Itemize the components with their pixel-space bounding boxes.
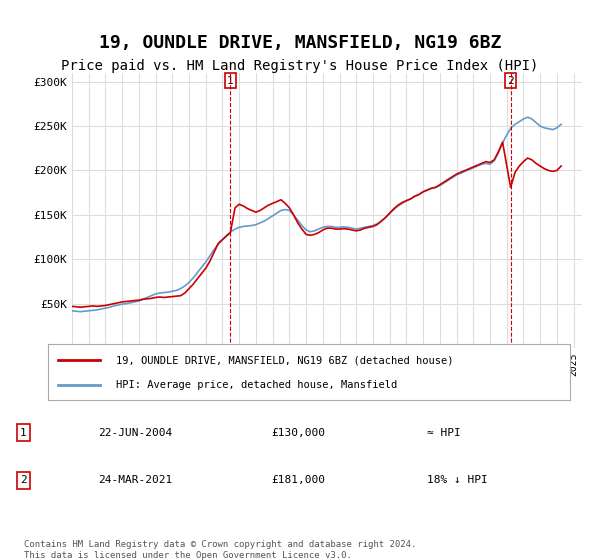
Text: £130,000: £130,000 [271, 428, 325, 437]
Text: ≈ HPI: ≈ HPI [427, 428, 460, 437]
Text: 1: 1 [20, 428, 27, 437]
Text: 24-MAR-2021: 24-MAR-2021 [98, 475, 173, 485]
Text: 1: 1 [227, 76, 234, 86]
Text: Price paid vs. HM Land Registry's House Price Index (HPI): Price paid vs. HM Land Registry's House … [61, 59, 539, 73]
Text: 2: 2 [507, 76, 514, 86]
Text: 2: 2 [20, 475, 27, 485]
Text: 18% ↓ HPI: 18% ↓ HPI [427, 475, 487, 485]
Text: 22-JUN-2004: 22-JUN-2004 [98, 428, 173, 437]
Text: HPI: Average price, detached house, Mansfield: HPI: Average price, detached house, Mans… [116, 380, 397, 390]
Text: 19, OUNDLE DRIVE, MANSFIELD, NG19 6BZ: 19, OUNDLE DRIVE, MANSFIELD, NG19 6BZ [99, 34, 501, 52]
Text: £181,000: £181,000 [271, 475, 325, 485]
Text: 19, OUNDLE DRIVE, MANSFIELD, NG19 6BZ (detached house): 19, OUNDLE DRIVE, MANSFIELD, NG19 6BZ (d… [116, 355, 454, 365]
Text: Contains HM Land Registry data © Crown copyright and database right 2024.
This d: Contains HM Land Registry data © Crown c… [24, 540, 416, 560]
